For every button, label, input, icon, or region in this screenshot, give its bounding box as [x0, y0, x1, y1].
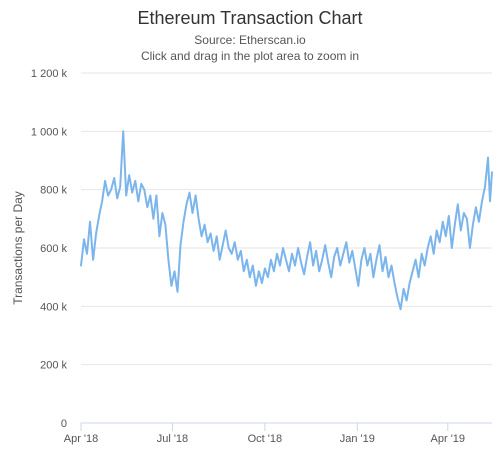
y-tick-label: 200 k [40, 360, 67, 372]
x-tick-label: Jan '19 [340, 433, 375, 445]
x-axis-tick-labels: Apr '18 Jul '18 Oct '18 Jan '19 Apr '19 [64, 433, 465, 445]
y-tick-label: 400 k [40, 301, 67, 313]
x-axis [80, 422, 492, 431]
y-axis-title: Transactions per Day [11, 191, 25, 305]
y-tick-label: 1 000 k [31, 126, 68, 138]
x-tick-label: Apr '19 [431, 433, 466, 445]
chart-source-subtitle: Source: Etherscan.io [194, 33, 306, 47]
x-tick-label: Oct '18 [248, 433, 283, 445]
y-tick-label: 1 200 k [31, 68, 68, 80]
y-tick-label: 600 k [40, 243, 67, 255]
chart-zoom-hint: Click and drag in the plot area to zoom … [141, 49, 359, 63]
x-tick-label: Jul '18 [157, 433, 188, 445]
x-tick-label: Apr '18 [64, 433, 99, 445]
y-gridlines [81, 72, 492, 366]
series-line[interactable] [80, 130, 493, 311]
y-axis-tick-labels: 0 200 k 400 k 600 k 800 k 1 000 k 1 200 k [31, 68, 68, 430]
y-tick-label: 0 [61, 418, 67, 430]
y-tick-label: 800 k [40, 185, 67, 197]
chart-title: Ethereum Transaction Chart [137, 8, 362, 28]
series-group[interactable] [80, 130, 493, 311]
